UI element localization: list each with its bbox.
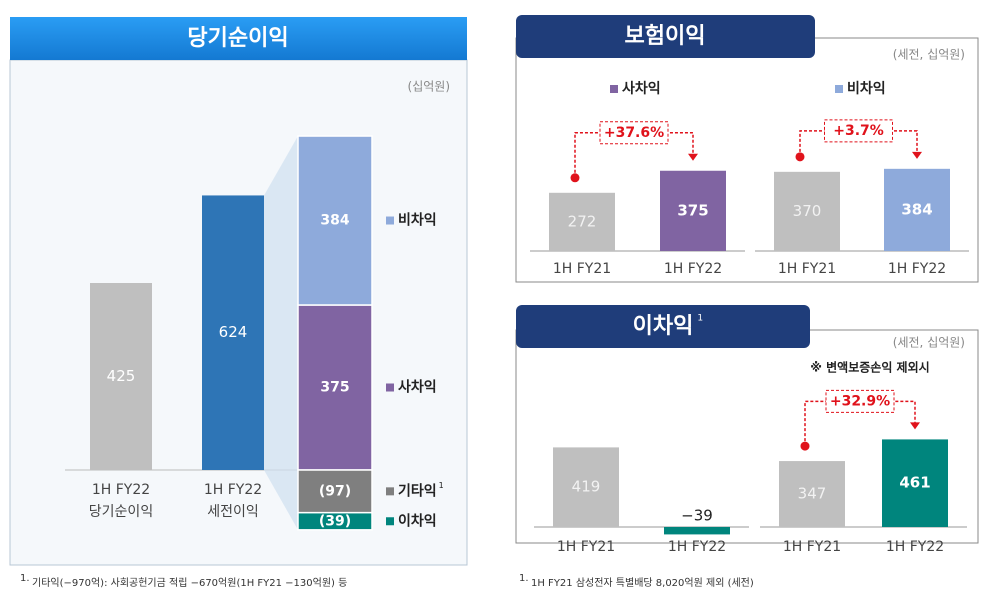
panel-header — [10, 17, 467, 60]
panel-title: 보험이익 — [625, 23, 706, 49]
legend-swatch — [386, 517, 394, 526]
bar — [549, 192, 615, 251]
connector — [264, 136, 298, 530]
stacked-segment — [297, 135, 373, 306]
legend-label: 비차익 — [398, 212, 437, 229]
change-label: +3.7% — [833, 123, 884, 139]
legend-swatch — [386, 383, 394, 392]
x-tick-label: 1H FY22 — [664, 261, 722, 277]
value-label: (97) — [319, 483, 351, 499]
x-tick-label: 1H FY22 — [888, 261, 946, 277]
change-box — [825, 389, 895, 413]
bar — [660, 170, 726, 251]
panel-title: 당기순이익 — [187, 26, 288, 51]
x-tick-label: 1H FY21 — [783, 539, 841, 555]
footnote-marker: 1. — [519, 573, 529, 584]
bar — [202, 195, 264, 470]
x-tick-sublabel: 세전이익 — [207, 504, 259, 520]
footnote-marker: 1. — [20, 573, 30, 584]
x-tick-label: 1H FY21 — [553, 261, 611, 277]
legend-label: 사차익 — [622, 80, 661, 97]
x-tick-label: 1H FY21 — [778, 261, 836, 277]
legend-label: 사차익 — [398, 379, 437, 396]
bar — [882, 439, 948, 527]
arrow-head — [910, 422, 920, 430]
change-box — [824, 119, 893, 143]
x-tick-sublabel: 당기순이익 — [89, 504, 153, 520]
value-label: 624 — [219, 323, 248, 341]
legend-swatch — [386, 216, 394, 225]
legend-swatch — [835, 85, 843, 93]
value-label: (39) — [319, 513, 351, 529]
change-label: +32.9% — [830, 393, 890, 409]
x-tick-label: 1H FY22 — [92, 482, 150, 498]
legend-label: 이차익 — [398, 512, 437, 529]
x-tick-label: 1H FY22 — [668, 539, 726, 555]
x-tick-label: 1H FY21 — [557, 539, 615, 555]
bar — [779, 461, 845, 527]
footnote: 기타익(−970억): 사회공헌기금 적립 −670억원(1H FY21 −13… — [32, 576, 347, 589]
footnote-mark: 1 — [697, 314, 703, 324]
value-label: 384 — [320, 213, 349, 229]
value-label: 419 — [572, 478, 601, 496]
stacked-segment — [297, 511, 373, 531]
unit: (십억원) — [408, 80, 450, 94]
x-tick-label: 1H FY22 — [886, 539, 944, 555]
bar — [90, 283, 152, 470]
value-label: 425 — [107, 367, 136, 385]
legend-swatch — [386, 487, 394, 496]
change-arrow — [804, 400, 916, 447]
value-label: 375 — [677, 201, 708, 219]
legend-swatch — [610, 85, 618, 93]
x-tick-label: 1H FY22 — [204, 482, 262, 498]
change-label: +37.6% — [604, 125, 664, 141]
arrow-head — [912, 151, 922, 159]
subtitle: ※ 변액보증손익 제외시 — [810, 360, 929, 375]
panel-title: 이차익 — [633, 314, 694, 339]
legend-label: 비차익 — [847, 80, 886, 97]
value-label: 370 — [793, 202, 822, 220]
bar — [774, 171, 840, 251]
change-box — [599, 121, 669, 145]
footnote: 1H FY21 삼성전자 특별배당 8,020억원 제외 (세전) — [531, 577, 754, 589]
change-arrow — [574, 132, 694, 178]
unit: (세전, 십억원) — [893, 48, 965, 62]
change-arrow — [799, 130, 918, 157]
unit: (세전, 십억원) — [893, 336, 965, 350]
arrow-head — [688, 153, 698, 161]
value-label: 461 — [899, 474, 930, 492]
value-label: 272 — [568, 212, 597, 230]
value-label: 375 — [320, 380, 349, 396]
stacked-segment — [297, 469, 373, 514]
panel-header — [516, 305, 810, 348]
value-label: −39 — [681, 507, 713, 525]
footnote-mark: 1 — [439, 481, 444, 490]
value-label: 347 — [798, 485, 827, 503]
bar — [553, 447, 619, 527]
panel-header — [516, 15, 815, 58]
bar — [664, 527, 730, 535]
value-label: 384 — [901, 200, 932, 218]
bar — [884, 168, 950, 251]
legend-label: 기타익 — [398, 482, 437, 499]
